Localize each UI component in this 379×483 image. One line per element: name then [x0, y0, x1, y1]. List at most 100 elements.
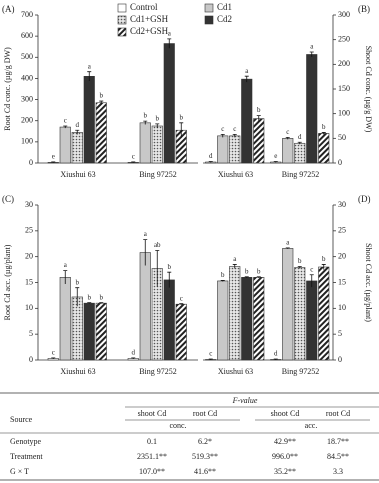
- table-header: root Cd: [326, 409, 350, 418]
- bar: [318, 266, 330, 361]
- bar: [71, 296, 83, 361]
- table-group: conc.: [169, 421, 186, 430]
- significance-letter: b: [245, 267, 249, 275]
- legend-label: Cd1: [217, 2, 232, 12]
- bar: [59, 126, 71, 164]
- y-axis-label: Root Cd conc. (µg/g DW): [3, 47, 12, 131]
- error-bar: [232, 133, 237, 138]
- significance-letter: b: [100, 92, 104, 100]
- legend-swatch: [117, 15, 127, 25]
- table-cell: 2351.1**: [137, 452, 167, 461]
- significance-letter: b: [221, 271, 225, 279]
- bar: [229, 266, 241, 361]
- panel-label: (D): [358, 194, 371, 204]
- error-bar: [232, 264, 237, 269]
- y-tick-label: 300: [21, 94, 33, 103]
- y-tick-label: 150: [338, 84, 350, 93]
- significance-letter: b: [322, 123, 326, 131]
- legend-swatch: [117, 3, 127, 13]
- bar: [163, 279, 175, 361]
- error-bar: [208, 161, 213, 163]
- error-bar: [273, 161, 278, 163]
- error-bar: [75, 129, 80, 135]
- error-bar: [143, 120, 148, 125]
- significance-letter: c: [132, 153, 135, 161]
- y-tick-label: 10: [25, 303, 33, 312]
- x-tick-label: Xiushui 63: [60, 367, 95, 376]
- bar: [151, 125, 163, 164]
- y-tick-label: 15: [338, 277, 346, 286]
- bar: [241, 78, 253, 164]
- bar: [253, 118, 265, 164]
- significance-letter: b: [144, 112, 148, 120]
- error-bar: [208, 358, 213, 360]
- table-cell: 6.2*: [198, 437, 212, 446]
- table-header: shoot Cd: [271, 409, 300, 418]
- y-tick-label: 200: [338, 59, 350, 68]
- x-tick-label: Bing 97252: [139, 367, 177, 376]
- panel-label: (B): [358, 4, 370, 14]
- bar: [306, 54, 318, 164]
- table-group: acc.: [305, 421, 318, 430]
- error-bar: [155, 250, 160, 287]
- error-bar: [99, 302, 104, 304]
- significance-letter: ab: [154, 241, 161, 249]
- bar: [241, 277, 253, 361]
- y-tick-label: 100: [338, 108, 350, 117]
- y-axis-label: Shoot Cd conc. (µg/g DW): [364, 46, 373, 133]
- bar: [59, 277, 71, 361]
- y-tick-label: 100: [21, 137, 33, 146]
- significance-letter: e: [52, 153, 55, 161]
- y-tick-label: 25: [338, 226, 346, 235]
- error-bar: [131, 161, 136, 163]
- y-axis-label: Shoot Cd acc. (µg/plant): [364, 243, 373, 322]
- y-tick-label: 15: [25, 277, 33, 286]
- error-bar: [256, 115, 261, 122]
- y-tick-label: 30: [338, 200, 346, 209]
- error-bar: [297, 266, 302, 269]
- y-tick-label: 250: [338, 34, 350, 43]
- significance-letter: a: [310, 43, 314, 51]
- error-bar: [321, 264, 326, 270]
- error-bar: [99, 100, 104, 105]
- table-cell: G × T: [10, 467, 29, 476]
- x-tick-label: Bing 97252: [139, 170, 177, 179]
- y-tick-label: 600: [21, 31, 33, 40]
- table-cell: 42.9**: [274, 437, 296, 446]
- bar: [294, 267, 306, 361]
- error-bar: [63, 125, 68, 129]
- y-tick-label: 50: [338, 133, 346, 142]
- bar: [318, 133, 330, 164]
- error-bar: [220, 133, 225, 138]
- error-bar: [87, 71, 92, 81]
- error-bar: [179, 303, 184, 305]
- bar: [83, 302, 95, 361]
- significance-letter: a: [144, 230, 148, 238]
- significance-letter: b: [100, 293, 104, 301]
- y-tick-label: 300: [338, 10, 350, 19]
- significance-letter: b: [298, 257, 302, 265]
- error-bar: [179, 122, 184, 138]
- y-tick-label: 20: [338, 251, 346, 260]
- significance-letter: c: [221, 125, 224, 133]
- bar: [282, 138, 294, 164]
- significance-letter: b: [322, 255, 326, 263]
- error-bar: [285, 136, 290, 140]
- y-tick-label: 30: [25, 200, 33, 209]
- significance-letter: d: [274, 350, 278, 358]
- error-bar: [285, 247, 290, 249]
- y-tick-label: 5: [29, 329, 33, 338]
- significance-letter: a: [233, 255, 237, 263]
- legend-swatch: [117, 27, 127, 37]
- bar: [139, 252, 151, 361]
- legend-label: Cd2+GSH: [130, 26, 169, 36]
- x-tick-label: Xiushui 63: [60, 170, 95, 179]
- bar: [217, 280, 229, 361]
- significance-letter: a: [286, 238, 290, 246]
- significance-letter: c: [286, 128, 289, 136]
- significance-letter: c: [310, 265, 313, 273]
- table-cell: 41.6**: [194, 467, 216, 476]
- bar: [139, 122, 151, 164]
- significance-letter: c: [52, 349, 55, 357]
- error-bar: [51, 161, 56, 163]
